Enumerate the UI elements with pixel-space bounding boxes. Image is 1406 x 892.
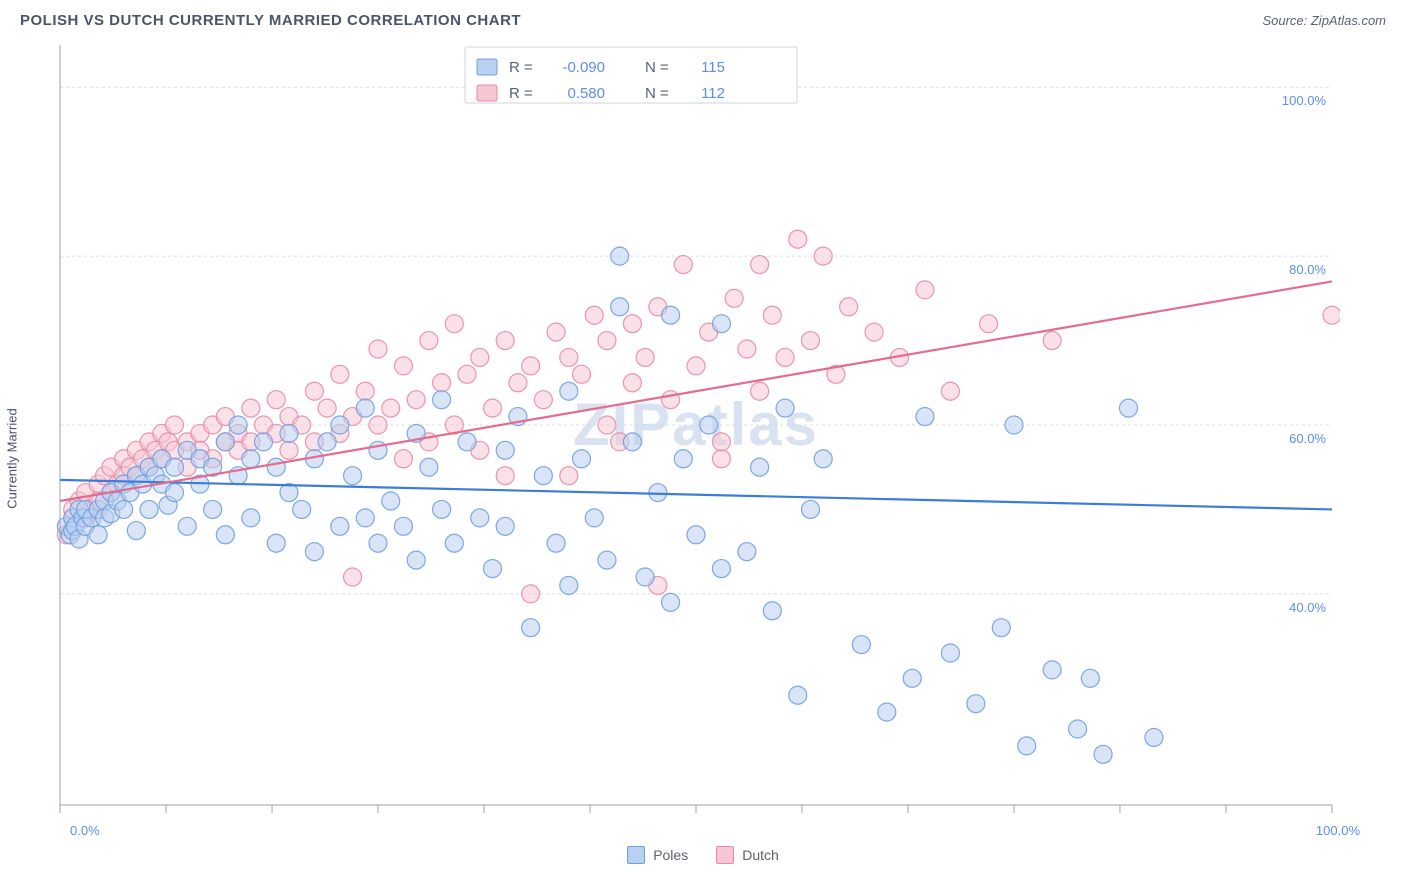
svg-text:-0.090: -0.090 — [562, 59, 605, 76]
legend-swatch-poles — [627, 846, 645, 864]
svg-text:R =: R = — [509, 59, 533, 76]
chart-title: POLISH VS DUTCH CURRENTLY MARRIED CORREL… — [20, 12, 521, 29]
y-axis-label: Currently Married — [5, 408, 20, 508]
svg-text:40.0%: 40.0% — [1289, 600, 1326, 615]
legend-item-dutch: Dutch — [716, 846, 779, 864]
source-label: Source: ZipAtlas.com — [1262, 13, 1386, 28]
legend-swatch-dutch — [716, 846, 734, 864]
svg-text:80.0%: 80.0% — [1289, 262, 1326, 277]
bottom-legend: Poles Dutch — [20, 838, 1386, 864]
svg-text:N =: N = — [645, 59, 669, 76]
legend-label-dutch: Dutch — [742, 847, 779, 863]
x-axis-labels: 0.0% 100.0% — [20, 819, 1386, 838]
chart-header: POLISH VS DUTCH CURRENTLY MARRIED CORREL… — [0, 0, 1406, 37]
svg-text:R =: R = — [509, 85, 533, 102]
legend-label-poles: Poles — [653, 847, 688, 863]
svg-text:115: 115 — [701, 59, 725, 76]
svg-text:60.0%: 60.0% — [1289, 431, 1326, 446]
x-min-label: 0.0% — [70, 823, 100, 838]
svg-text:100.0%: 100.0% — [1282, 93, 1327, 108]
chart-container: Currently Married 40.0%60.0%80.0%100.0%Z… — [20, 37, 1386, 864]
scatter-chart: 40.0%60.0%80.0%100.0%ZIPatlasR =-0.090N … — [20, 37, 1340, 819]
svg-text:0.580: 0.580 — [567, 85, 605, 102]
x-max-label: 100.0% — [1316, 823, 1360, 838]
legend-item-poles: Poles — [627, 846, 688, 864]
svg-text:112: 112 — [701, 85, 725, 102]
svg-text:N =: N = — [645, 85, 669, 102]
